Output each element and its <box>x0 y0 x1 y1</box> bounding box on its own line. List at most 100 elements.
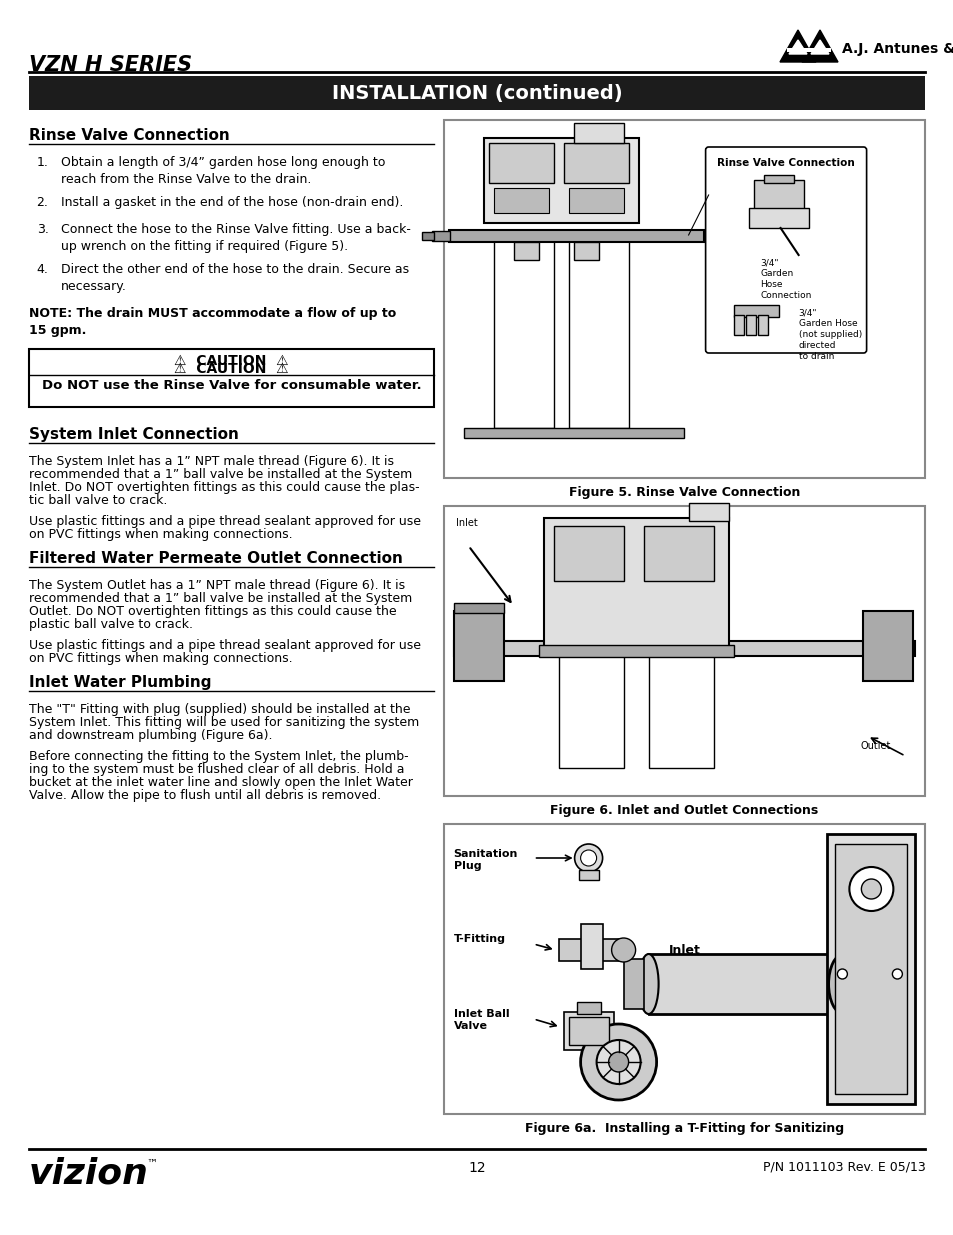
Bar <box>748 207 808 228</box>
Bar <box>29 77 924 110</box>
Text: ™: ™ <box>147 1158 157 1170</box>
Bar <box>443 120 924 478</box>
Bar <box>553 526 623 580</box>
Circle shape <box>580 1024 656 1100</box>
Bar <box>733 305 778 317</box>
Bar <box>762 175 793 183</box>
Text: Obtain a length of 3/4” garden hose long enough to
reach from the Rinse Valve to: Obtain a length of 3/4” garden hose long… <box>61 156 385 186</box>
Text: and downstream plumbing (Figure 6a).: and downstream plumbing (Figure 6a). <box>29 729 272 742</box>
Text: Inlet Water Plumbing: Inlet Water Plumbing <box>29 676 211 690</box>
Text: Figure 6. Inlet and Outlet Connections: Figure 6. Inlet and Outlet Connections <box>550 804 818 818</box>
Text: 3/4"
Garden
Hose
Connection: 3/4" Garden Hose Connection <box>760 258 811 300</box>
Bar <box>493 238 553 429</box>
Bar <box>488 143 553 183</box>
Bar <box>862 611 912 680</box>
Text: tic ball valve to crack.: tic ball valve to crack. <box>29 494 167 508</box>
Text: Inlet. Do NOT overtighten fittings as this could cause the plas-: Inlet. Do NOT overtighten fittings as th… <box>29 480 418 494</box>
Circle shape <box>611 939 635 962</box>
Text: 4.: 4. <box>36 263 49 275</box>
Bar <box>580 924 602 969</box>
Bar <box>493 188 548 212</box>
Text: Filtered Water Permeate Outlet Connection: Filtered Water Permeate Outlet Connectio… <box>29 551 402 566</box>
Bar <box>753 180 802 210</box>
Circle shape <box>848 867 892 911</box>
Text: System Inlet. This fitting will be used for sanitizing the system: System Inlet. This fitting will be used … <box>29 716 418 729</box>
Bar <box>558 939 623 961</box>
Text: Connect the hose to the Rinse Valve fitting. Use a back-
up wrench on the fittin: Connect the hose to the Rinse Valve fitt… <box>61 224 410 253</box>
Bar <box>757 315 767 335</box>
Text: 3.: 3. <box>36 224 49 236</box>
Bar <box>453 611 503 680</box>
Text: A.J. Antunes & Co.: A.J. Antunes & Co. <box>841 42 953 56</box>
Circle shape <box>891 969 902 979</box>
Text: Outlet. Do NOT overtighten fittings as this could cause the: Outlet. Do NOT overtighten fittings as t… <box>29 605 395 618</box>
Text: 1.: 1. <box>36 156 49 169</box>
Bar <box>648 953 842 1014</box>
Text: Inlet: Inlet <box>668 944 700 957</box>
Circle shape <box>574 844 602 872</box>
Text: The System Inlet has a 1” NPT male thread (Figure 6). It is: The System Inlet has a 1” NPT male threa… <box>29 454 394 468</box>
Bar <box>648 653 713 768</box>
Bar <box>453 603 503 613</box>
Bar <box>568 188 623 212</box>
Text: Before connecting the fitting to the System Inlet, the plumb-: Before connecting the fitting to the Sys… <box>29 750 408 763</box>
Text: Valve. Allow the pipe to flush until all debris is removed.: Valve. Allow the pipe to flush until all… <box>29 789 380 802</box>
Bar <box>786 48 808 52</box>
Ellipse shape <box>828 953 858 1014</box>
Text: INSTALLATION (continued): INSTALLATION (continued) <box>332 84 621 103</box>
Text: 12: 12 <box>468 1161 485 1174</box>
FancyBboxPatch shape <box>705 147 865 353</box>
Bar <box>543 517 728 653</box>
Text: The "T" Fitting with plug (supplied) should be installed at the: The "T" Fitting with plug (supplied) sho… <box>29 703 410 716</box>
Text: on PVC fittings when making connections.: on PVC fittings when making connections. <box>29 652 292 664</box>
Circle shape <box>608 1052 628 1072</box>
Text: plastic ball valve to crack.: plastic ball valve to crack. <box>29 618 193 631</box>
Text: Figure 5. Rinse Valve Connection: Figure 5. Rinse Valve Connection <box>568 487 800 499</box>
Polygon shape <box>801 30 837 62</box>
Circle shape <box>837 969 846 979</box>
Bar <box>568 238 628 429</box>
Bar <box>558 653 623 768</box>
Text: Do NOT use the Rinse Valve for consumable water.: Do NOT use the Rinse Valve for consumabl… <box>42 379 420 391</box>
Bar <box>623 960 643 1009</box>
Bar <box>29 350 434 408</box>
Bar <box>826 834 915 1104</box>
Text: ⚠  CAUTION  ⚠: ⚠ CAUTION ⚠ <box>173 362 289 375</box>
Bar <box>835 844 906 1094</box>
Text: P/N 1011103 Rev. E 05/13: P/N 1011103 Rev. E 05/13 <box>761 1161 924 1174</box>
Bar <box>745 315 755 335</box>
Text: Inlet: Inlet <box>456 517 476 529</box>
Bar <box>573 124 623 143</box>
Bar <box>576 1002 600 1014</box>
Bar <box>483 138 638 224</box>
Bar <box>563 1011 613 1050</box>
Circle shape <box>580 850 596 866</box>
Bar <box>431 231 449 241</box>
Circle shape <box>861 879 881 899</box>
Text: ing to the system must be flushed clear of all debris. Hold a: ing to the system must be flushed clear … <box>29 763 404 776</box>
Text: recommended that a 1” ball valve be installed at the System: recommended that a 1” ball valve be inst… <box>29 468 412 480</box>
Bar <box>568 1016 608 1045</box>
Text: The System Outlet has a 1” NPT male thread (Figure 6). It is: The System Outlet has a 1” NPT male thre… <box>29 579 404 592</box>
Polygon shape <box>780 30 815 62</box>
Polygon shape <box>788 40 806 54</box>
Text: 2.: 2. <box>36 196 49 209</box>
Bar <box>578 869 598 881</box>
Circle shape <box>596 1040 639 1084</box>
Bar <box>643 526 713 580</box>
Bar <box>448 230 703 242</box>
Text: ⚠  CAUTION  ⚠: ⚠ CAUTION ⚠ <box>173 354 289 368</box>
Text: Use plastic fittings and a pipe thread sealant approved for use: Use plastic fittings and a pipe thread s… <box>29 638 420 652</box>
Text: NOTE: The drain MUST accommodate a flow of up to
15 gpm.: NOTE: The drain MUST accommodate a flow … <box>29 308 395 337</box>
Text: VZN H SERIES: VZN H SERIES <box>29 56 192 75</box>
Text: Outlet: Outlet <box>860 741 890 751</box>
Bar <box>563 143 628 183</box>
Ellipse shape <box>638 953 658 1014</box>
Text: on PVC fittings when making connections.: on PVC fittings when making connections. <box>29 529 292 541</box>
Bar <box>443 824 924 1114</box>
Bar <box>421 232 434 240</box>
Text: T-Fitting: T-Fitting <box>453 934 505 944</box>
Text: Direct the other end of the hose to the drain. Secure as
necessary.: Direct the other end of the hose to the … <box>61 263 408 293</box>
Text: Figure 6a.  Installing a T-Fitting for Sanitizing: Figure 6a. Installing a T-Fitting for Sa… <box>524 1123 843 1135</box>
Bar <box>573 242 598 261</box>
